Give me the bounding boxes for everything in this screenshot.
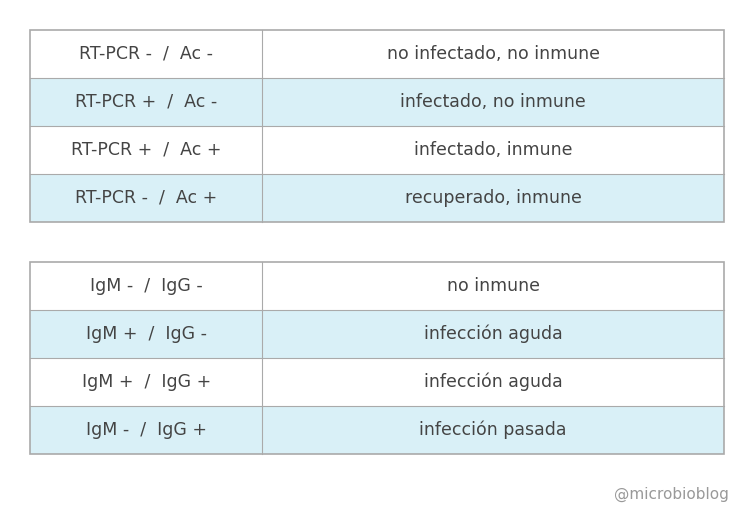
Text: recuperado, inmune: recuperado, inmune bbox=[405, 189, 581, 207]
Bar bbox=[30, 262, 724, 310]
Bar bbox=[30, 78, 724, 126]
Bar bbox=[30, 310, 724, 358]
Text: IgM -  /  IgG -: IgM - / IgG - bbox=[90, 277, 203, 295]
Text: RT-PCR -  /  Ac +: RT-PCR - / Ac + bbox=[75, 189, 217, 207]
Bar bbox=[30, 406, 724, 454]
Text: no inmune: no inmune bbox=[446, 277, 540, 295]
Text: IgM +  /  IgG +: IgM + / IgG + bbox=[81, 373, 211, 391]
Bar bbox=[30, 262, 724, 454]
Bar bbox=[30, 30, 724, 222]
Text: no infectado, no inmune: no infectado, no inmune bbox=[387, 45, 599, 63]
Bar bbox=[30, 174, 724, 222]
Text: IgM +  /  IgG -: IgM + / IgG - bbox=[86, 325, 207, 343]
Bar bbox=[30, 358, 724, 406]
Text: RT-PCR +  /  Ac +: RT-PCR + / Ac + bbox=[71, 141, 222, 159]
Text: infectado, inmune: infectado, inmune bbox=[414, 141, 572, 159]
Text: infección pasada: infección pasada bbox=[419, 421, 567, 439]
Bar bbox=[30, 30, 724, 78]
Text: IgM -  /  IgG +: IgM - / IgG + bbox=[86, 421, 207, 439]
Text: RT-PCR -  /  Ac -: RT-PCR - / Ac - bbox=[79, 45, 213, 63]
Text: infectado, no inmune: infectado, no inmune bbox=[400, 93, 586, 111]
Bar bbox=[30, 126, 724, 174]
Text: infección aguda: infección aguda bbox=[424, 325, 562, 343]
Text: infección aguda: infección aguda bbox=[424, 373, 562, 391]
Text: RT-PCR +  /  Ac -: RT-PCR + / Ac - bbox=[75, 93, 217, 111]
Text: @microbioblog: @microbioblog bbox=[614, 487, 729, 502]
